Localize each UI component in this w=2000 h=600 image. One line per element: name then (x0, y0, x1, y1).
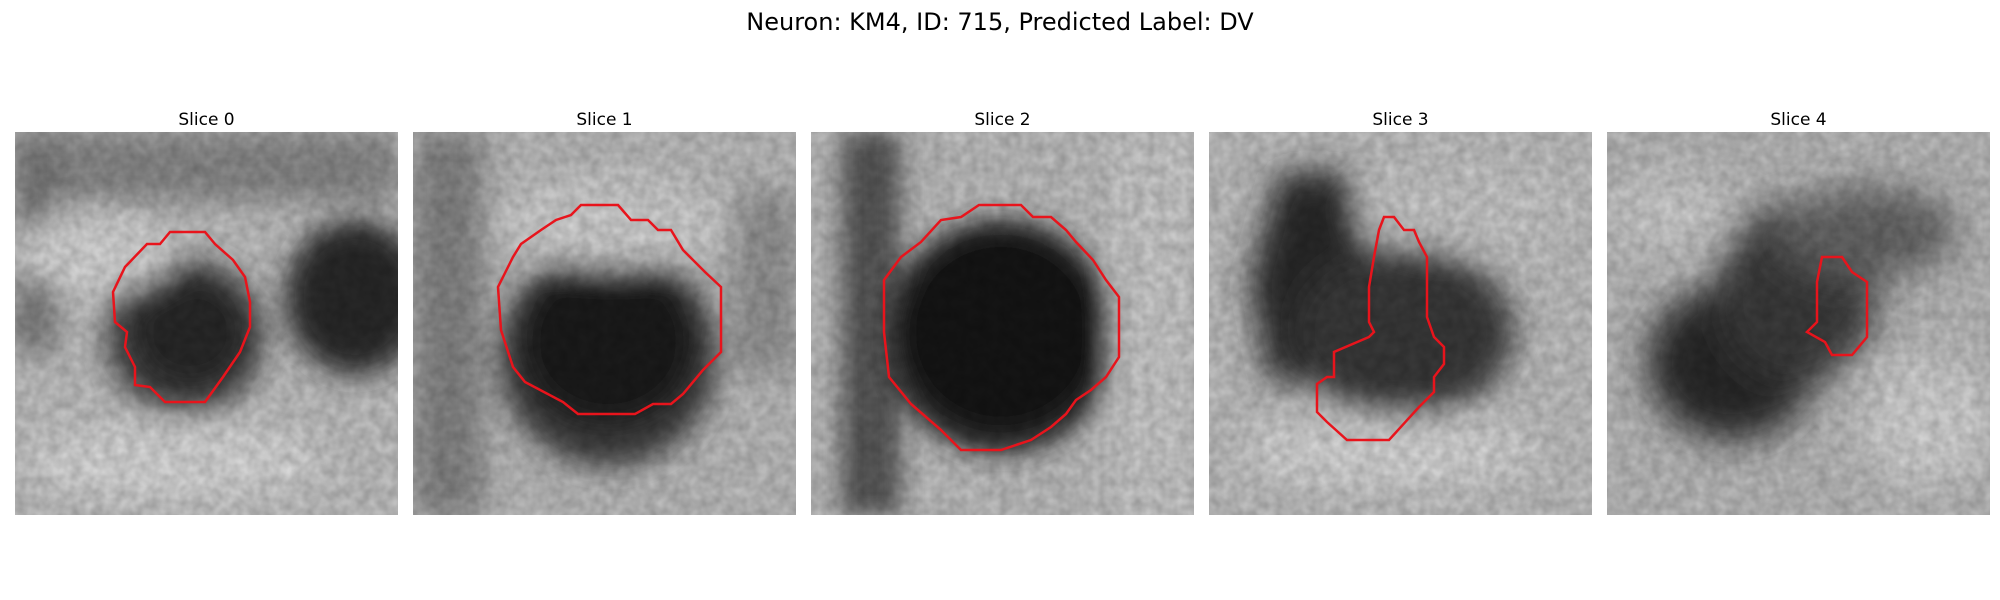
slice-image (1209, 132, 1592, 515)
slice-panel-3: Slice 3 (1209, 108, 1592, 515)
slice-panel-2: Slice 2 (811, 108, 1194, 515)
figure-title: Neuron: KM4, ID: 715, Predicted Label: D… (746, 8, 1254, 36)
slice-image (15, 132, 398, 515)
slice-title: Slice 2 (974, 110, 1031, 130)
slice-title: Slice 1 (576, 110, 633, 130)
slice-title: Slice 3 (1372, 110, 1429, 130)
slice-title: Slice 4 (1770, 110, 1827, 130)
slice-image (413, 132, 796, 515)
slice-panel-4: Slice 4 (1607, 108, 1990, 515)
slice-panel-0: Slice 0 (15, 108, 398, 515)
slice-image (1607, 132, 1990, 515)
slice-title: Slice 0 (178, 110, 235, 130)
slice-image (811, 132, 1194, 515)
slice-panel-1: Slice 1 (413, 108, 796, 515)
